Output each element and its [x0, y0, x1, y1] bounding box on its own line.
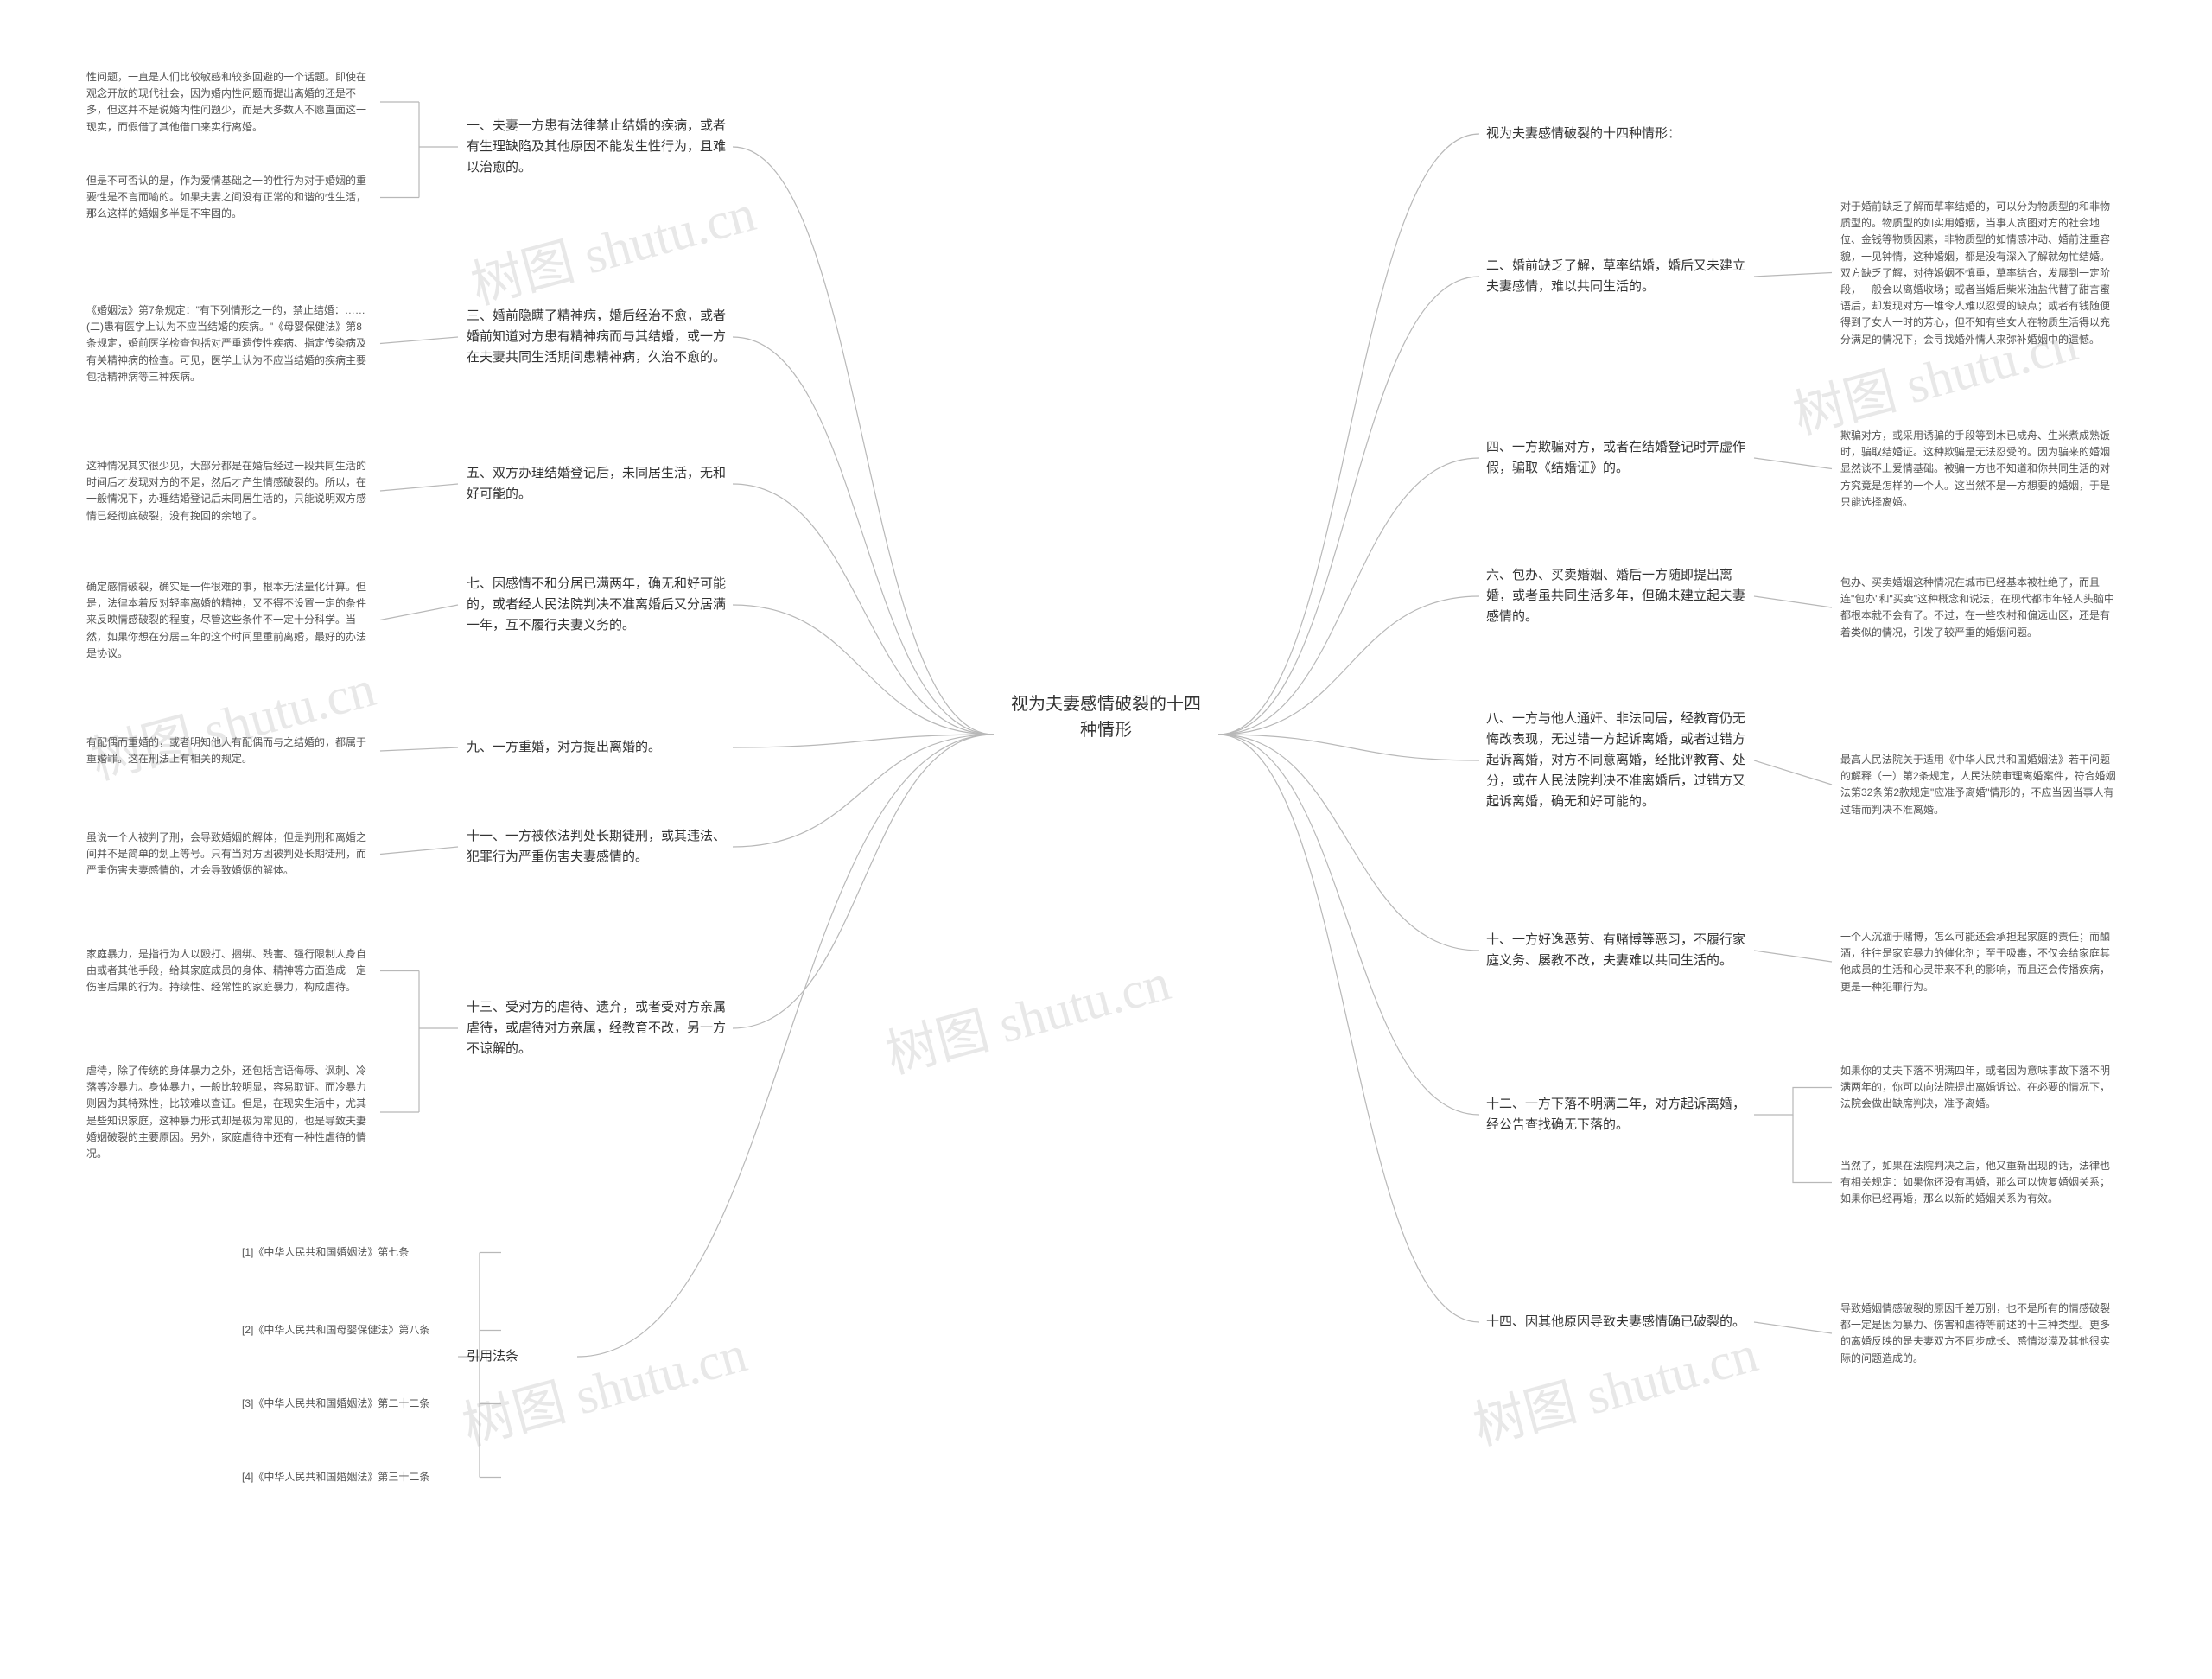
leaf-note: 家庭暴力，是指行为人以殴打、捆绑、残害、强行限制人身自由或者其他手段，给其家庭成…	[86, 946, 372, 996]
center-node: 视为夫妻感情破裂的十四 种情形	[994, 691, 1218, 743]
leaf-note: 包办、买卖婚姻这种情况在城市已经基本被杜绝了，而且连"包办"和"买卖"这种概念和…	[1840, 575, 2117, 641]
branch-node: 一、夫妻一方患有法律禁止结婚的疾病，或者有生理缺陷及其他原因不能发生性行为，且难…	[467, 116, 726, 178]
leaf-note: 导致婚姻情感破裂的原因千差万别，也不是所有的情感破裂都一定是因为暴力、伤害和虐待…	[1840, 1301, 2117, 1367]
leaf-note: 确定感情破裂，确实是一件很难的事，根本无法量化计算。但是，法律本着反对轻率离婚的…	[86, 579, 372, 662]
branch-node: 二、婚前缺乏了解，草率结婚，婚后又未建立夫妻感情，难以共同生活的。	[1486, 256, 1745, 297]
leaf-note: 最高人民法院关于适用《中华人民共和国婚姻法》若干问题的解释（一）第2条规定，人民…	[1840, 752, 2117, 818]
leaf-note: 一个人沉湎于赌博，怎么可能还会承担起家庭的责任；而酗酒，往往是家庭暴力的催化剂；…	[1840, 929, 2117, 995]
leaf-note: 对于婚前缺乏了解而草率结婚的，可以分为物质型的和非物质型的。物质型的如实用婚姻，…	[1840, 199, 2117, 348]
leaf-note: 虽说一个人被判了刑，会导致婚姻的解体，但是判刑和离婚之间并不是简单的划上等号。只…	[86, 830, 372, 880]
leaf-note: [3]《中华人民共和国婚姻法》第二十二条	[242, 1396, 493, 1412]
branch-node: 六、包办、买卖婚姻、婚后一方随即提出离婚，或者虽共同生活多年，但确未建立起夫妻感…	[1486, 565, 1745, 627]
branch-node: 十、一方好逸恶劳、有赌博等恶习，不履行家庭义务、屡教不改，夫妻难以共同生活的。	[1486, 930, 1745, 971]
leaf-note: 这种情况其实很少见，大部分都是在婚后经过一段共同生活的时间后才发现对方的不足，然…	[86, 458, 372, 525]
branch-node: 七、因感情不和分居已满两年，确无和好可能的，或者经人民法院判决不准离婚后又分居满…	[467, 574, 726, 636]
leaf-note: [1]《中华人民共和国婚姻法》第七条	[242, 1244, 493, 1261]
branch-node: 三、婚前隐瞒了精神病，婚后经治不愈，或者婚前知道对方患有精神病而与其结婚，或一方…	[467, 306, 726, 368]
leaf-note: 但是不可否认的是，作为爱情基础之一的性行为对于婚姻的重要性是不言而喻的。如果夫妻…	[86, 173, 372, 223]
leaf-note: [4]《中华人民共和国婚姻法》第三十二条	[242, 1469, 493, 1485]
leaf-note: 虐待，除了传统的身体暴力之外，还包括言语侮辱、讽刺、冷落等冷暴力。身体暴力，一般…	[86, 1063, 372, 1162]
center-line1: 视为夫妻感情破裂的十四	[994, 691, 1218, 717]
branch-node: 八、一方与他人通奸、非法同居，经教育仍无悔改表现，无过错一方起诉离婚，或者过错方…	[1486, 709, 1745, 812]
watermark: 树图 shutu.cn	[81, 646, 382, 794]
watermark: 树图 shutu.cn	[876, 940, 1177, 1088]
center-line2: 种情形	[994, 717, 1218, 743]
branch-node: 引用法条	[467, 1346, 570, 1367]
branch-node: 十二、一方下落不明满二年，对方起诉离婚，经公告查找确无下落的。	[1486, 1094, 1745, 1135]
branch-node: 十一、一方被依法判处长期徒刑，或其违法、犯罪行为严重伤害夫妻感情的。	[467, 826, 726, 868]
leaf-note: 《婚姻法》第7条规定："有下列情形之一的，禁止结婚：……(二)患有医学上认为不应…	[86, 302, 372, 385]
leaf-note: 当然了，如果在法院判决之后，他又重新出现的话，法律也有相关规定：如果你还没有再婚…	[1840, 1158, 2117, 1208]
branch-node: 十三、受对方的虐待、遗弃，或者受对方亲属虐待，或虐待对方亲属，经教育不改，另一方…	[467, 997, 726, 1059]
leaf-note: 如果你的丈夫下落不明满四年，或者因为意味事故下落不明满两年的，你可以向法院提出离…	[1840, 1063, 2117, 1113]
leaf-note: 性问题，一直是人们比较敏感和较多回避的一个话题。即使在观念开放的现代社会，因为婚…	[86, 69, 372, 136]
watermark: 树图 shutu.cn	[453, 1312, 753, 1460]
leaf-note: [2]《中华人民共和国母婴保健法》第八条	[242, 1322, 493, 1339]
branch-node: 五、双方办理结婚登记后，未同居生活，无和好可能的。	[467, 463, 726, 505]
branch-node: 视为夫妻感情破裂的十四种情形：	[1486, 124, 1745, 144]
mindmap-canvas: 树图 shutu.cn 树图 shutu.cn 树图 shutu.cn 树图 s…	[0, 0, 2212, 1679]
branch-node: 四、一方欺骗对方，或者在结婚登记时弄虚作假，骗取《结婚证》的。	[1486, 437, 1745, 479]
branch-node: 九、一方重婚，对方提出离婚的。	[467, 737, 726, 758]
leaf-note: 欺骗对方，或采用诱骗的手段等到木已成舟、生米煮成熟饭时，骗取结婚证。这种欺骗是无…	[1840, 428, 2117, 511]
watermark: 树图 shutu.cn	[1464, 1312, 1764, 1460]
leaf-note: 有配偶而重婚的，或者明知他人有配偶而与之结婚的，都属于重婚罪。这在刑法上有相关的…	[86, 735, 372, 767]
watermark: 树图 shutu.cn	[461, 171, 762, 319]
branch-node: 十四、因其他原因导致夫妻感情确已破裂的。	[1486, 1312, 1745, 1332]
